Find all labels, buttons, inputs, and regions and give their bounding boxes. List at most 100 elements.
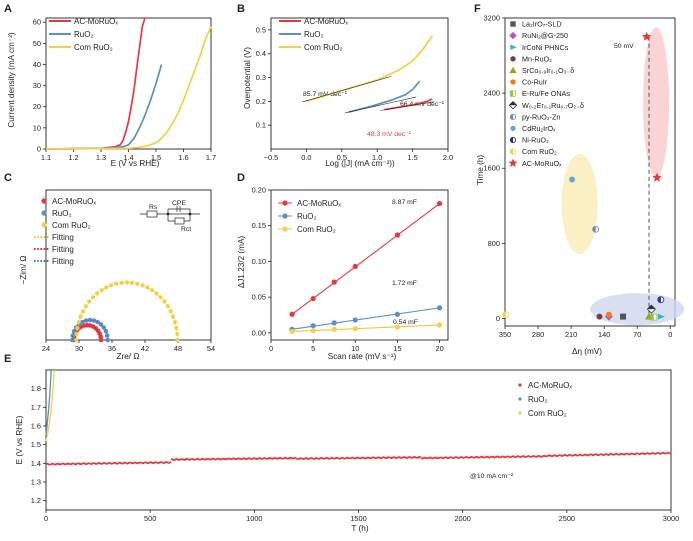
panel-c-legend-com: Com RuO₂ <box>52 221 91 230</box>
panel-e-legend-marker-ruo2 <box>518 397 522 401</box>
panel-f-legend-marker-7-fill <box>509 101 517 106</box>
panel-f-legend-marker-2 <box>510 44 517 50</box>
panel-a-xtick-label: 1.6 <box>178 153 188 162</box>
panel-d-legend-com: Com RuO₂ <box>297 225 336 234</box>
panel-f-xtick-label: 210 <box>565 330 577 339</box>
panel-f-point-5 <box>605 311 612 318</box>
panel-f-xlabel: Δη (mV) <box>572 347 602 356</box>
panel-b-legend-ruo2: RuO₂ <box>304 30 324 39</box>
panel-b-fit-ruo2 <box>345 96 417 114</box>
panel-d-xtick-label: 5 <box>311 344 315 353</box>
panel-c-point-com <box>83 304 88 309</box>
panel-f-ylabel: Time (h) <box>476 155 485 185</box>
panel-b-xtick-label: 1.5 <box>407 153 417 162</box>
panel-d-xtick-label: 0 <box>269 344 273 353</box>
panel-d-annotation-ac: 8.87 mF <box>392 199 417 206</box>
panel-f-point-11-fill <box>502 311 506 318</box>
panel-c-point-ruo2 <box>70 333 76 338</box>
panel-f-point-7-fill <box>647 305 656 310</box>
panel-e-xtick-label: 500 <box>144 514 156 523</box>
panel-f-xtick-label: 70 <box>633 330 641 339</box>
panel-d-point-ruo2 <box>331 320 337 326</box>
panel-c-xtick-label: 48 <box>174 344 182 353</box>
panel-d-point-ac <box>310 295 316 302</box>
panel-c-point-com <box>172 320 178 325</box>
panel-d-point-com <box>436 322 443 328</box>
panel-f-legend-marker-6-fill <box>510 90 513 97</box>
panel-d-point-ac <box>352 263 358 270</box>
panel-b-legend-com: Com RuO₂ <box>304 43 343 52</box>
panel-c-point-com <box>140 283 145 288</box>
panel-b-xtick-label: 0.5 <box>337 153 347 162</box>
panel-a-line-com <box>45 26 212 150</box>
panel-label-c: C <box>4 172 12 184</box>
panel-c-point-ruo2 <box>70 337 75 343</box>
panel-f-highlight-yellow <box>561 153 598 254</box>
panel-c-point-com <box>114 281 119 286</box>
panel-b-xtick-label: 0.0 <box>301 153 311 162</box>
panel-a-legend-com: Com RuO₂ <box>74 43 113 52</box>
panel-b-annotation-ac: 48.3 mV dec⁻¹ <box>367 131 412 138</box>
panel-e-axes-frame <box>45 369 672 511</box>
panel-c-xtick-label: 54 <box>207 344 215 353</box>
panel-c-xtick-label: 42 <box>141 344 149 353</box>
panel-d-legend-ac: AC-MoRuOₓ <box>297 199 341 208</box>
panel-b-ytick-label: 0.5 <box>256 25 266 34</box>
panel-b-xlabel: Log (|J| (mA cm⁻²)) <box>325 159 395 168</box>
panel-f-point-3 <box>596 313 603 320</box>
panel-e-ytick-label: 1.3 <box>31 478 41 487</box>
panel-d-legend-marker-ac <box>282 200 288 206</box>
panel-f-legend-label-3: Mn-RuO₂ <box>522 54 552 63</box>
panel-f-legend-marker-4 <box>509 66 517 74</box>
panel-c-fit-ac <box>73 324 102 341</box>
panel-f-xtick-label: 0 <box>668 330 672 339</box>
panel-f-legend-marker-5 <box>510 79 516 85</box>
panel-f-legend-label-6: E-Ru/Fe ONAs <box>522 89 570 98</box>
panel-c-point-com <box>119 280 124 285</box>
panel-c-axes-frame <box>45 189 212 341</box>
panel-d-point-ruo2 <box>352 317 358 323</box>
panel-f-annotation: 50 mV <box>614 43 634 50</box>
panel-b-ytick-label: 0.1 <box>256 121 266 130</box>
panel-a-xtick-label: 1.3 <box>96 153 106 162</box>
panel-f-legend-marker-11-fill <box>510 148 513 155</box>
panel-e-xtick-label: 0 <box>44 514 48 523</box>
panel-f-legend-label-4: SrCo₀.₉Ir₀.₁O₃₋δ <box>522 66 574 75</box>
panel-a-ytick-label: 30 <box>33 81 41 90</box>
panel-d-ytick-label: 0.10 <box>252 257 266 266</box>
panel-e-xlabel: T (h) <box>351 524 368 533</box>
panel-b-fit-com <box>302 76 392 103</box>
panel-e-line-ruo2 <box>45 369 52 436</box>
panel-e-line-ac-segment <box>545 451 672 458</box>
panel-a-line-ruo2 <box>45 64 163 150</box>
panel-e-legend-ruo2: RuO₂ <box>528 395 548 404</box>
panel-e-ytick-label: 1.6 <box>31 422 41 431</box>
panel-f-legend-marker-12 <box>508 158 518 167</box>
panel-a-xlabel: E (V vs RHE) <box>111 159 160 168</box>
panel-b-fit-ac <box>380 101 434 111</box>
panel-e-ytick-label: 1.8 <box>31 384 41 393</box>
panel-f-legend-label-11: Com RuO₂ <box>522 147 557 156</box>
panel-e-line-ac-segment <box>170 456 297 462</box>
panel-f-point-2 <box>657 313 665 320</box>
panel-d-point-ac <box>394 232 401 238</box>
panel-b-line-ruo2 <box>348 80 421 113</box>
panel-f-legend-marker-3 <box>510 56 516 62</box>
panel-d-ytick-label: 0.05 <box>252 293 266 302</box>
panel-b-annotation-com: 85.7 mV dec⁻¹ <box>303 91 348 98</box>
panel-e-ylabel: E (V vs RHE) <box>15 415 24 464</box>
panel-f-legend-label-10: Ni-RuO₂ <box>522 136 549 145</box>
panel-c-point-com <box>174 325 179 331</box>
panel-e-ytick-label: 1.5 <box>31 440 41 449</box>
panel-b-axes-frame <box>270 17 449 150</box>
panel-b-legend-ac: AC-MoRuOₓ <box>304 17 348 26</box>
panel-d-legend-marker-com <box>282 226 288 232</box>
panel-f-legend-marker-1 <box>509 31 517 40</box>
panel-d-legend-ruo2: RuO₂ <box>297 212 317 221</box>
panel-d-xtick-label: 15 <box>393 344 401 353</box>
panel-f-ytick-label: 0 <box>496 314 500 323</box>
panel-b-ytick-label: 0.4 <box>256 49 266 58</box>
panel-c-legend-marker-ruo2 <box>41 210 47 216</box>
panel-c-point-ruo2 <box>87 317 93 323</box>
